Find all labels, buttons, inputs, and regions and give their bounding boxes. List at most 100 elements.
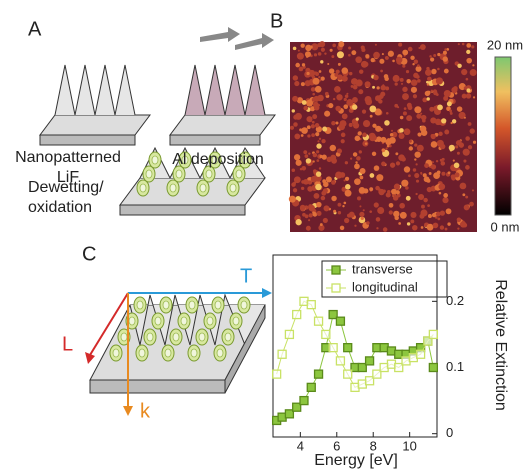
grain [370, 115, 373, 118]
grain [455, 145, 458, 148]
grain [399, 133, 405, 139]
grain [466, 78, 469, 81]
grain [329, 68, 334, 73]
grain [430, 57, 434, 61]
grain [432, 161, 434, 163]
grain [398, 222, 401, 225]
grain [406, 70, 409, 73]
grain [354, 225, 356, 227]
particle-core [140, 184, 146, 192]
grain [433, 223, 439, 229]
grain [337, 74, 343, 80]
grain [426, 81, 429, 84]
step-label: oxidation [28, 199, 92, 216]
grain [321, 48, 325, 52]
grain [441, 118, 446, 123]
grain [311, 87, 316, 92]
grain [363, 120, 370, 127]
grain [408, 47, 413, 52]
particle-core [129, 317, 135, 325]
figure: A Nanopatterned LiF Al deposition Dewett… [0, 0, 528, 470]
grain [431, 134, 436, 139]
grain [414, 158, 416, 160]
grain [299, 128, 302, 131]
grain [444, 90, 451, 97]
grooved-substrate [40, 65, 150, 145]
grain [365, 142, 368, 145]
grain [334, 86, 341, 93]
grain [431, 164, 436, 169]
grain [400, 212, 407, 219]
grain [469, 202, 474, 207]
grain [405, 186, 409, 190]
grain [413, 168, 416, 171]
grain [358, 131, 362, 135]
grain [462, 94, 467, 99]
grain [306, 72, 309, 75]
arrowhead [123, 406, 133, 416]
grain [467, 88, 471, 92]
grain [333, 210, 336, 213]
particle-core [181, 317, 187, 325]
grain [385, 56, 389, 60]
grain [321, 139, 325, 143]
grain [359, 205, 361, 207]
grain [403, 111, 407, 115]
x-tick-label: 10 [402, 438, 416, 453]
grain [303, 106, 308, 111]
grain [319, 167, 321, 169]
grain [327, 63, 329, 65]
grain [338, 211, 341, 214]
grain [379, 59, 384, 64]
grain [344, 98, 347, 101]
grain [360, 176, 364, 180]
grain [361, 45, 365, 49]
grain [387, 145, 390, 148]
grain [339, 172, 345, 178]
grain [361, 61, 368, 68]
grain [396, 190, 400, 194]
grain [351, 85, 354, 88]
grain [294, 81, 299, 86]
particle-core [189, 301, 195, 309]
grain [301, 82, 305, 86]
grain [313, 78, 320, 85]
grain [301, 127, 308, 134]
grain [390, 133, 394, 137]
y-axis-title: Relative Extinction [492, 279, 509, 411]
grain [420, 172, 422, 174]
grain [336, 94, 342, 100]
grain [443, 193, 448, 198]
grain [383, 227, 388, 232]
grain [433, 91, 437, 95]
panel-label: C [82, 243, 96, 265]
grain [302, 63, 305, 66]
data-point [307, 301, 315, 309]
grain [376, 217, 381, 222]
grain [312, 98, 316, 102]
grain [302, 166, 307, 171]
grain [318, 52, 322, 56]
grain [303, 150, 307, 154]
grain [297, 53, 304, 60]
particle-core [163, 301, 169, 309]
grain [394, 216, 398, 220]
grain [399, 203, 405, 209]
grain [317, 43, 321, 47]
grain [349, 212, 355, 218]
grain [393, 195, 399, 201]
grain [312, 211, 315, 214]
grain [400, 78, 404, 82]
grain [305, 45, 311, 51]
grain [359, 69, 363, 73]
grain [332, 44, 336, 48]
chart: 4681000.10.2transverselongitudinal [273, 261, 464, 453]
grain [363, 188, 368, 193]
grain [382, 84, 384, 86]
grain [304, 154, 308, 158]
data-point [366, 357, 374, 365]
panel-label: A [28, 18, 42, 40]
grain [312, 121, 315, 124]
grain [371, 58, 375, 62]
grain [325, 92, 329, 96]
